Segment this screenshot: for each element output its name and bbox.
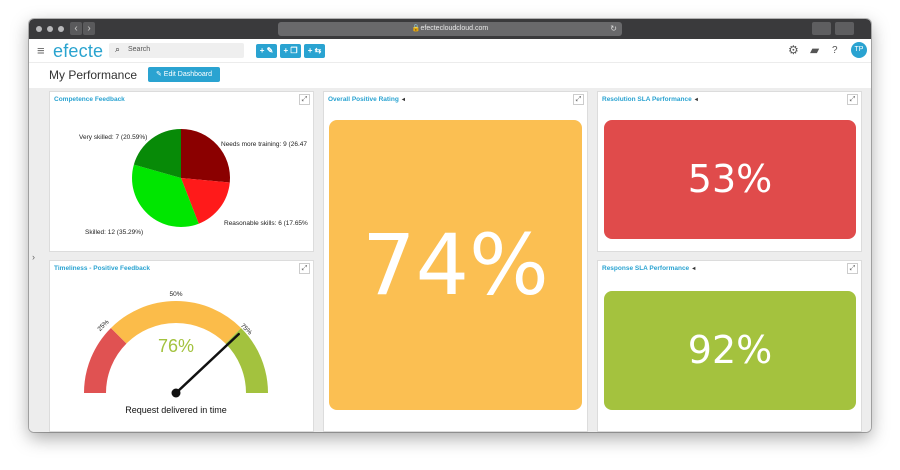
competence-pie-chart — [132, 129, 230, 227]
pie-label-skilled: Skilled: 12 (35.29%) — [85, 229, 144, 236]
gear-icon[interactable]: ⚙ — [788, 43, 799, 57]
search-icon: ⌕ — [115, 44, 121, 54]
address-bar[interactable]: 🔒efectecloudcloud.com ↻ — [278, 22, 622, 36]
tabs-icon[interactable] — [835, 22, 854, 35]
pie-label-reasonable: Reasonable skills: 6 (17.65% — [224, 220, 308, 227]
menu-icon[interactable]: ≡ — [37, 43, 45, 58]
page-title-row: My Performance ✎ Edit Dashboard — [29, 64, 871, 88]
overall-rating-tile: 74% — [329, 120, 582, 410]
back-icon[interactable]: ‹ — [70, 22, 82, 35]
search-box[interactable]: ⌕ Search — [109, 43, 244, 58]
close-window-icon[interactable] — [36, 26, 42, 32]
resolution-sla-panel: Resolution SLA Performance ◂ ⤢ 53% — [597, 91, 862, 252]
gauge-tick-50: 50% — [169, 291, 182, 298]
pie-slice-1[interactable] — [181, 178, 230, 224]
pie-label-needs-training: Needs more training: 9 (26.47 — [221, 141, 307, 148]
dashboard: › Competence Feedback ⤢ Very skilled: 7 … — [29, 88, 871, 432]
panel-title: Response SLA Performance ◂ — [602, 265, 695, 272]
gauge-caption: Request delivered in time — [125, 405, 227, 415]
overall-rating-panel: Overall Positive Rating ◂ ⤢ 74% — [323, 91, 588, 432]
browser-window: ‹ › 🔒efectecloudcloud.com ↻ ≡ efecte ⌕ S… — [29, 19, 871, 432]
share-icon[interactable] — [812, 22, 831, 35]
competence-feedback-panel: Competence Feedback ⤢ Very skilled: 7 (2… — [49, 91, 314, 252]
panel-title: Competence Feedback — [54, 96, 125, 103]
panel-title: Overall Positive Rating ◂ — [328, 96, 405, 103]
pie-slice-3[interactable] — [133, 129, 181, 178]
reload-icon[interactable]: ↻ — [610, 24, 617, 33]
expand-icon[interactable]: ⤢ — [573, 94, 584, 105]
gauge-pivot — [171, 388, 181, 398]
browser-titlebar: ‹ › 🔒efectecloudcloud.com ↻ — [29, 19, 871, 39]
help-icon[interactable]: ? — [832, 45, 838, 56]
pie-slice-2[interactable] — [132, 164, 199, 227]
add-transfer-button[interactable]: + ⇆ — [304, 44, 325, 58]
folder-icon[interactable]: ▰ — [810, 43, 820, 57]
timeliness-gauge: 25% 50% 75% 76% Request delivered in tim… — [84, 291, 268, 415]
gauge-value: 76% — [158, 336, 194, 356]
panel-title-text: Overall Positive Rating — [328, 96, 399, 103]
avatar[interactable]: TP — [851, 42, 867, 58]
url-text: efectecloudcloud.com — [420, 25, 489, 32]
expand-icon[interactable]: ⤢ — [299, 263, 310, 274]
efecte-logo[interactable]: efecte — [53, 41, 104, 61]
sidebar-expand-icon[interactable]: › — [32, 252, 35, 262]
add-copy-button[interactable]: + ❐ — [280, 44, 301, 58]
panel-title: Timeliness - Positive Feedback — [54, 265, 150, 272]
response-sla-tile: 92% — [604, 291, 856, 410]
pie-label-very-skilled: Very skilled: 7 (20.59%) — [79, 134, 148, 141]
page-title: My Performance — [49, 68, 138, 82]
forward-icon[interactable]: › — [83, 22, 95, 35]
caret-left-icon[interactable]: ◂ — [401, 97, 405, 103]
caret-left-icon[interactable]: ◂ — [694, 97, 698, 103]
edit-dashboard-button[interactable]: ✎ Edit Dashboard — [148, 67, 220, 82]
caret-left-icon[interactable]: ◂ — [692, 266, 696, 272]
expand-icon[interactable]: ⤢ — [847, 94, 858, 105]
response-sla-panel: Response SLA Performance ◂ ⤢ 92% — [597, 260, 862, 432]
add-edit-button[interactable]: + ✎ — [256, 44, 277, 58]
panel-title: Resolution SLA Performance ◂ — [602, 96, 698, 103]
minimize-window-icon[interactable] — [47, 26, 53, 32]
gauge-needle — [174, 332, 240, 395]
app-header: ≡ efecte ⌕ Search + ✎ + ❐ + ⇆ ⚙ ▰ ? TP — [29, 39, 871, 63]
panel-title-text: Response SLA Performance — [602, 265, 690, 272]
resolution-sla-tile: 53% — [604, 120, 856, 239]
search-input[interactable]: Search — [128, 46, 151, 53]
expand-icon[interactable]: ⤢ — [847, 263, 858, 274]
maximize-window-icon[interactable] — [58, 26, 64, 32]
expand-icon[interactable]: ⤢ — [299, 94, 310, 105]
timeliness-panel: Timeliness - Positive Feedback ⤢ 25% 50%… — [49, 260, 314, 432]
panel-title-text: Resolution SLA Performance — [602, 96, 692, 103]
gauge-arc-mid — [110, 301, 242, 344]
gauge-arc-low — [84, 327, 127, 394]
lock-icon: 🔒 — [411, 25, 421, 32]
gauge-arc-high — [225, 327, 268, 394]
pie-slice-0[interactable] — [181, 129, 230, 183]
